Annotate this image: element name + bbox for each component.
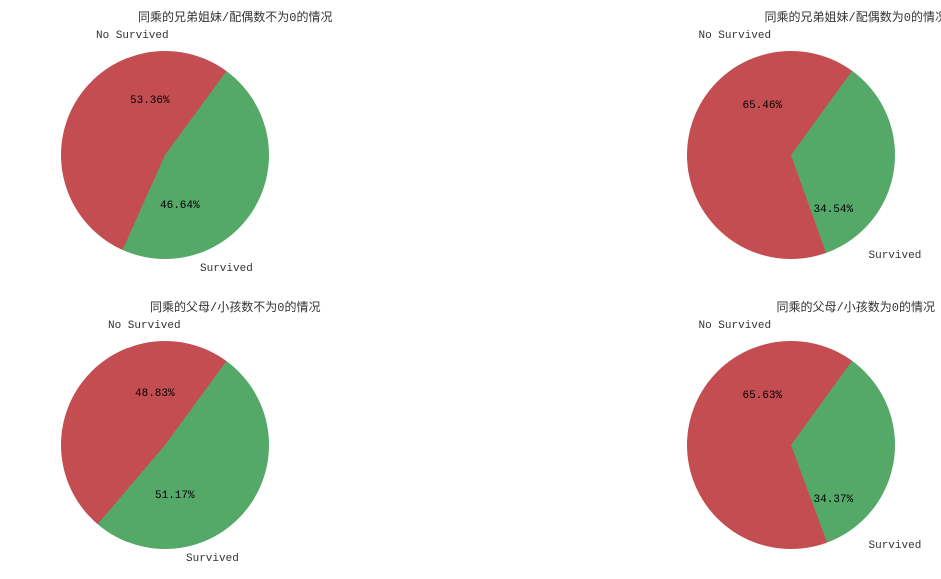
pct-survived-0: 46.64% [160, 200, 200, 212]
pie-3 [687, 341, 895, 549]
legend-survived-0: Survived [200, 263, 253, 275]
pct-no-survived-0: 53.36% [130, 95, 170, 107]
pie-wrap-2 [61, 341, 269, 549]
legend-survived-3: Survived [869, 540, 922, 552]
pie-wrap-1 [687, 51, 895, 259]
legend-no-survived-0: No Survived [96, 30, 169, 42]
pie-0 [61, 51, 269, 259]
pct-no-survived-3: 65.63% [743, 390, 783, 402]
legend-no-survived-2: No Survived [108, 320, 181, 332]
chart-title-3: 同乘的父母/小孩数为0的情况 [471, 298, 941, 315]
chart-title-1: 同乘的兄弟姐妹/配偶数为0的情况 [471, 8, 941, 25]
pct-survived-1: 34.54% [814, 204, 854, 216]
chart-cell-1: 同乘的兄弟姐妹/配偶数为0的情况 No Survived Survived 65… [471, 0, 941, 290]
pct-no-survived-1: 65.46% [743, 100, 783, 112]
chart-cell-3: 同乘的父母/小孩数为0的情况 No Survived Survived 65.6… [471, 290, 941, 579]
pct-no-survived-2: 48.83% [135, 388, 175, 400]
chart-cell-0: 同乘的兄弟姐妹/配偶数不为0的情况 No Survived Survived 5… [0, 0, 471, 290]
pie-1 [687, 51, 895, 259]
pie-wrap-3 [687, 341, 895, 549]
chart-title-2: 同乘的父母/小孩数不为0的情况 [0, 298, 471, 315]
legend-no-survived-1: No Survived [699, 30, 772, 42]
legend-no-survived-3: No Survived [699, 320, 772, 332]
chart-title-0: 同乘的兄弟姐妹/配偶数不为0的情况 [0, 8, 471, 25]
pct-survived-2: 51.17% [155, 490, 195, 502]
legend-survived-2: Survived [186, 553, 239, 565]
pct-survived-3: 34.37% [814, 494, 854, 506]
pie-2 [61, 341, 269, 549]
pie-wrap-0 [61, 51, 269, 259]
chart-cell-2: 同乘的父母/小孩数不为0的情况 No Survived Survived 48.… [0, 290, 471, 579]
legend-survived-1: Survived [869, 250, 922, 262]
chart-grid: 同乘的兄弟姐妹/配偶数不为0的情况 No Survived Survived 5… [0, 0, 941, 579]
